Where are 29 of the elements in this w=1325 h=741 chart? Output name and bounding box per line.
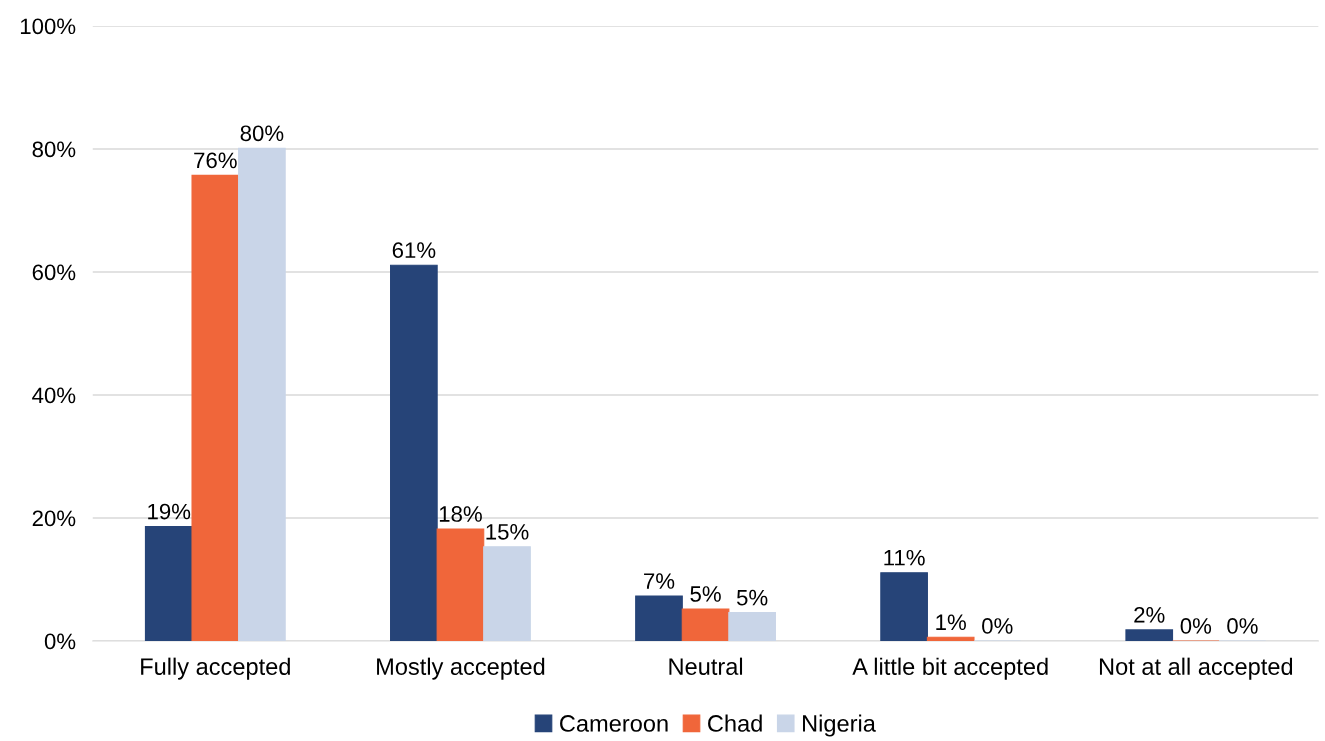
legend-label: Chad bbox=[708, 714, 762, 732]
data-label: 2% bbox=[1134, 606, 1165, 623]
x-tick-label: Neutral bbox=[669, 657, 743, 675]
y-tick-label: 80% bbox=[32, 141, 76, 158]
data-label: 7% bbox=[644, 573, 675, 589]
data-label: 1% bbox=[936, 614, 966, 631]
data-label: 80% bbox=[240, 125, 284, 142]
data-label: 18% bbox=[439, 506, 482, 522]
x-tick-label: A little bit accepted bbox=[852, 657, 1048, 680]
y-tick-label: 20% bbox=[32, 510, 76, 527]
y-tick-label: 40% bbox=[32, 387, 76, 404]
legend-label: Nigeria bbox=[803, 714, 876, 737]
x-tick-label: Not at all accepted bbox=[1099, 657, 1293, 680]
data-label: 0% bbox=[1180, 618, 1212, 634]
data-label: 0% bbox=[982, 618, 1013, 634]
data-label: 61% bbox=[392, 242, 436, 259]
data-label: 19% bbox=[148, 503, 191, 520]
data-label: 15% bbox=[486, 524, 529, 540]
data-label: 5% bbox=[690, 586, 721, 602]
data-label: 5% bbox=[736, 589, 768, 606]
x-tick-label: Fully accepted bbox=[141, 657, 290, 680]
y-tick-label: 0% bbox=[44, 633, 76, 650]
x-tick-label: Mostly accepted bbox=[377, 657, 545, 680]
data-label: 76% bbox=[194, 152, 237, 169]
data-label: 0% bbox=[1227, 618, 1258, 634]
legend-label: Cameroon bbox=[560, 715, 668, 732]
y-tick-label: 100% bbox=[20, 18, 76, 35]
data-label: 11% bbox=[884, 549, 925, 566]
y-tick-label: 60% bbox=[32, 264, 76, 281]
